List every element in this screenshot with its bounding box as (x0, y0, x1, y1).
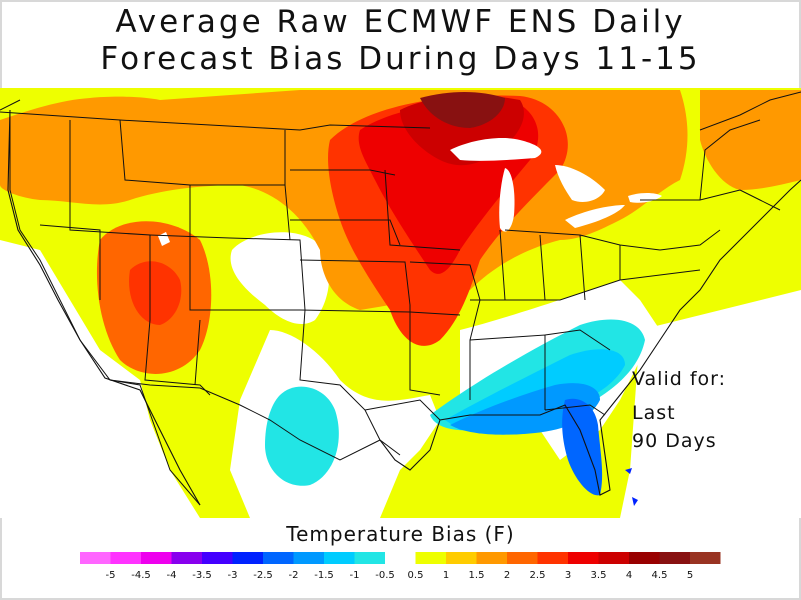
legend-tick-label: 0.5 (408, 570, 424, 581)
legend-tick-label: -4 (167, 570, 177, 581)
bias-map (0, 88, 801, 518)
legend-swatch (690, 552, 721, 564)
bahamas-island (625, 468, 632, 474)
coastline (7, 109, 801, 506)
legend-swatch (598, 552, 629, 564)
legend-swatch (659, 552, 690, 564)
legend-swatch (141, 552, 172, 564)
valid-period-label: 90 Days (632, 430, 717, 452)
legend-tick-label: -2.5 (253, 570, 273, 581)
cyan-region-texas (265, 386, 339, 486)
legend-tick-label: -2 (289, 570, 299, 581)
legend-tick-label: 2 (504, 570, 510, 581)
legend-tick-label: -3.5 (192, 570, 212, 581)
canada-lakes (0, 91, 801, 131)
legend-swatch (263, 552, 294, 564)
lake-superior (450, 138, 542, 161)
legend-tick-label: -4.5 (131, 570, 151, 581)
valid-for-label: Valid for: (632, 368, 727, 390)
legend-swatch (293, 552, 324, 564)
valid-last-label: Last (632, 402, 676, 424)
legend-swatch (171, 552, 202, 564)
legend-tick-label: 1.5 (469, 570, 485, 581)
legend-tick-label: 5 (687, 570, 693, 581)
legend-tick-label: -5 (106, 570, 116, 581)
white-region-southwest (0, 240, 200, 518)
legend-swatch (354, 552, 385, 564)
map-title: Average Raw ECMWF ENS Daily Forecast Bia… (0, 4, 801, 78)
legend-swatch (507, 552, 538, 564)
legend-tick-label: 1 (443, 570, 449, 581)
legend-swatch (202, 552, 233, 564)
title-line-2: Forecast Bias During Days 11-15 (100, 41, 701, 77)
color-legend: -5 -4.5 -4 -3.5 -3 -2.5 -2 -1.5 -1 -0.5 0.5 1 1.5 2 2.… (80, 552, 721, 581)
white-region-ocean-east (620, 290, 801, 518)
mexico-border (109, 379, 381, 461)
lake-michigan (499, 168, 515, 232)
legend-swatch (324, 552, 355, 564)
legend-tick-label: -0.5 (375, 570, 395, 581)
legend-tick-label: 3.5 (591, 570, 607, 581)
orange-region-utah-core (129, 261, 182, 325)
legend-tick-label: -1 (350, 570, 360, 581)
legend-tick-label: -1.5 (314, 570, 334, 581)
legend-swatch (568, 552, 599, 564)
lake-ontario (628, 193, 662, 203)
legend-swatch (385, 552, 416, 564)
legend-tick-label: -3 (228, 570, 238, 581)
legend-swatch (415, 552, 446, 564)
legend-tick-label: 4.5 (652, 570, 668, 581)
maroon-core (420, 92, 505, 128)
lake-erie (565, 205, 625, 228)
orange-region-northeast (700, 90, 801, 190)
legend-tick-label: 3 (565, 570, 571, 581)
legend-swatch (110, 552, 141, 564)
legend-swatch (446, 552, 477, 564)
legend-swatch (629, 552, 660, 564)
legend-tick-label: 2.5 (530, 570, 546, 581)
legend-swatch (537, 552, 568, 564)
legend-title: Temperature Bias (F) (286, 522, 515, 546)
bahamas-island-2 (632, 497, 638, 506)
lake-huron (555, 165, 605, 202)
title-line-1: Average Raw ECMWF ENS Daily (115, 4, 686, 40)
state-borders (0, 110, 781, 506)
legend-swatch (476, 552, 507, 564)
blue-florida (562, 398, 603, 496)
legend-swatch (80, 552, 111, 564)
legend-swatch (232, 552, 263, 564)
legend-tick-label: 4 (626, 570, 632, 581)
